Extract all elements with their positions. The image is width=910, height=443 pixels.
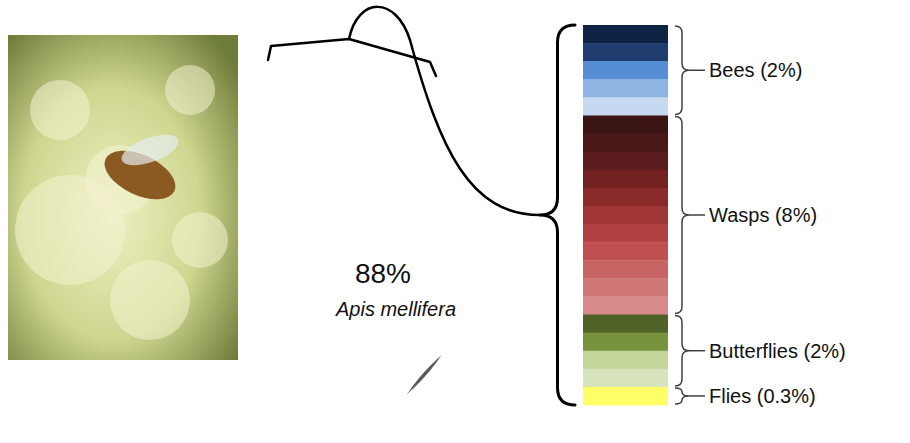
legend-swatch [583,134,668,152]
legend-swatch [583,61,668,79]
pie-slice [283,61,315,250]
slice-category-label: Apis mellifera [335,298,456,320]
pie-slice [283,63,324,250]
legend: Bees (2%) Wasps (8%) Butterflies (2%) Flies… [583,25,846,407]
photo-background [8,35,238,360]
legend-swatch [583,369,668,387]
legend-swatch [583,387,668,405]
legend-brace [675,316,689,386]
legend-swatch [583,224,668,242]
pie-slice [283,111,415,250]
pie-slice [283,96,399,250]
legend-swatch [583,152,668,170]
photo-flower [110,260,190,340]
legend-label: Wasps (8%) [709,204,817,226]
legend-swatch [583,188,668,206]
photo-flower [30,80,90,140]
pie-slice [283,66,341,250]
pie-slice [283,72,357,250]
pie-slice [283,91,394,250]
legend-swatch [583,79,668,97]
legend-label: Butterflies (2%) [709,340,846,362]
pie-slice [283,107,413,250]
legend-swatch [583,333,668,351]
legend-leader [689,214,705,216]
legend-swatch [583,351,668,369]
legend-brace [675,26,689,114]
chart: 88% Apis mellifera Bees (2%) Wasps (8%) Butt… [0,0,910,443]
photo-bee-wing [118,128,183,171]
photo-flower [172,212,228,268]
legend-swatch [583,97,668,115]
pie-slice [283,64,332,250]
legend-swatch [583,242,668,260]
legend-swatch [583,296,668,314]
legend-swatch [583,43,668,61]
pie-slice [283,103,408,250]
legend-swatch [583,260,668,278]
pie-slice [283,87,387,250]
legend-leader [689,69,705,71]
legend-brace [675,388,689,404]
legend-swatch [583,115,668,133]
pie-slice [283,78,372,250]
connector [268,7,575,405]
pie-slice [283,61,307,250]
legend-swatch [583,278,668,296]
legend-swatch [583,206,668,224]
connector-curve [349,7,540,215]
pie-slice [283,75,365,250]
pie-slice [283,61,302,250]
pie-slice [283,60,288,250]
slice-value-label: 88% [355,258,411,289]
legend-label: Bees (2%) [709,59,802,81]
legend-brace [675,116,689,313]
legend-swatch [583,315,668,333]
legend-leader [689,350,705,352]
legend-swatch [583,25,668,43]
pie-slice [283,82,380,250]
big-brace [540,25,575,405]
photo-flower [165,65,215,115]
photo [8,35,238,360]
pie-slice [283,100,404,250]
pie-slice [283,60,297,250]
pie-slice [283,60,293,250]
pie-slice [283,69,349,250]
legend-leader [689,395,705,397]
legend-label: Flies (0.3%) [709,385,816,407]
legend-swatch [583,170,668,188]
